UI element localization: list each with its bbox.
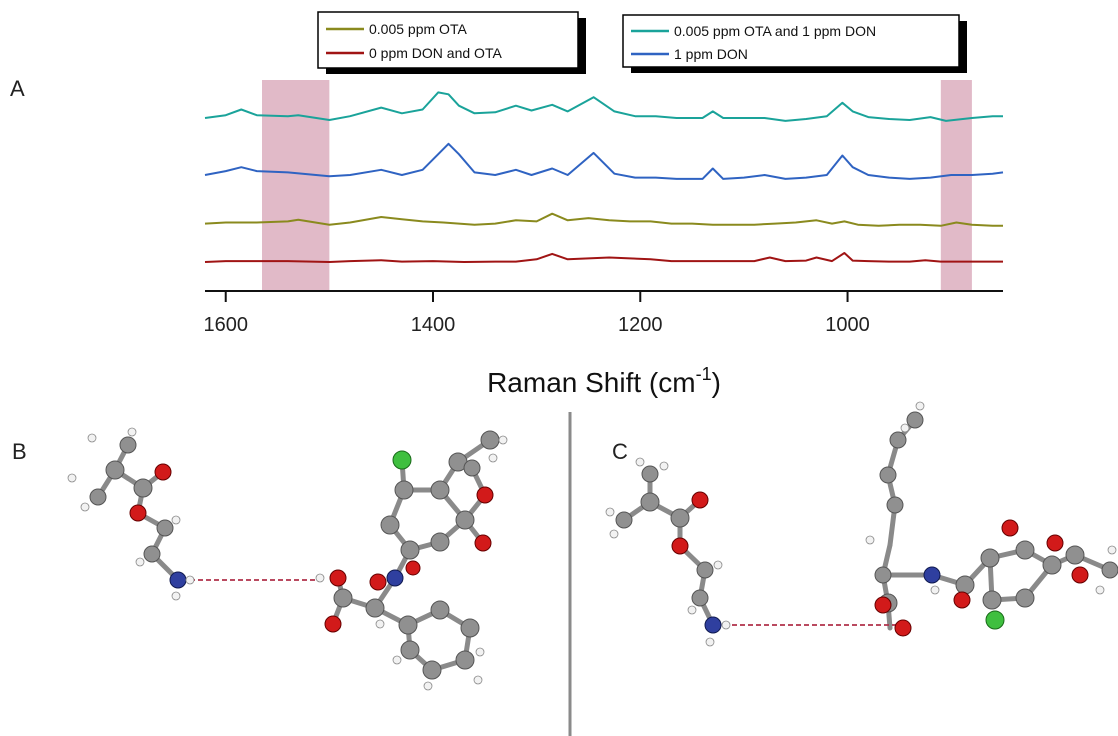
- x-tick-label: 1200: [618, 314, 663, 336]
- highlight-region: [940, 80, 972, 290]
- legend-label: 0 ppm DON and OTA: [369, 45, 502, 61]
- x-tick-label: 1000: [825, 314, 870, 336]
- legend-label: 1 ppm DON: [674, 46, 748, 62]
- legend-box-right: 0.005 ppm OTA and 1 ppm DON 1 ppm DON: [622, 14, 967, 73]
- molecule-c: [605, 401, 1118, 647]
- molecule-b: [67, 427, 508, 691]
- panel-label-a: A: [10, 76, 25, 101]
- x-axis-ticks: 1600 1400 1200 1000: [203, 291, 870, 336]
- x-tick-label: 1400: [411, 314, 456, 336]
- legend-box-left: 0.005 ppm OTA 0 ppm DON and OTA: [317, 11, 586, 74]
- spectrum-lines: [204, 91, 1004, 263]
- series-line: [204, 142, 1004, 180]
- x-axis-title: Raman Shift (cm-1): [487, 364, 721, 398]
- series-line: [204, 91, 1003, 122]
- series-line: [204, 212, 1003, 227]
- legend-label: 0.005 ppm OTA and 1 ppm DON: [674, 23, 876, 39]
- highlight-region: [262, 80, 330, 290]
- panel-label-c: C: [612, 439, 628, 464]
- x-tick-label: 1600: [203, 314, 248, 336]
- panel-label-b: B: [12, 439, 27, 464]
- legend-label: 0.005 ppm OTA: [369, 21, 467, 37]
- raman-spectrum-chart: 1600 1400 1200 1000 Raman Shift (cm-1) 0.00…: [203, 11, 1004, 398]
- series-line: [204, 252, 1003, 263]
